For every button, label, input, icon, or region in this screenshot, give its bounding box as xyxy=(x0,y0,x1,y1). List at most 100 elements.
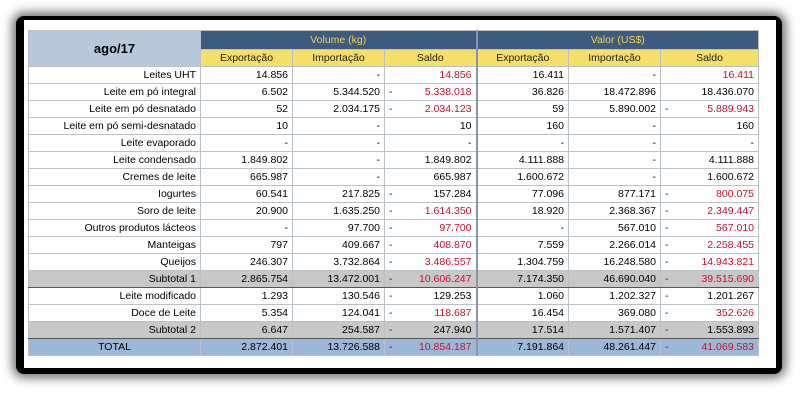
cell-value: 1.304.759 xyxy=(517,256,564,268)
cell-value: 18.920 xyxy=(531,205,564,217)
negative-sign: - xyxy=(665,273,669,285)
table-cell: 797 xyxy=(200,236,293,254)
cell-value: 5.890.002 xyxy=(609,103,656,115)
cell-value: 369.080 xyxy=(618,307,656,319)
cell-value: 2.368.367 xyxy=(609,205,656,217)
table-row: Leite modificado 1.293 130.546-129.253 1.06… xyxy=(28,287,760,305)
cell-value: 5.354 xyxy=(261,307,288,319)
row-label: Outros produtos lácteos xyxy=(28,219,201,237)
column-header: Saldo xyxy=(659,49,760,67)
cell-value: 18.472.896 xyxy=(603,86,656,98)
cell-value: - xyxy=(560,137,565,149)
negative-sign: - xyxy=(389,239,393,251)
cell-value: 41.069.583 xyxy=(701,341,755,353)
table-cell: - 129.253 xyxy=(384,287,477,305)
table-row: Queijos 246.307 3.732.864-3.486.557 1.304.7… xyxy=(28,253,760,271)
negative-sign: - xyxy=(665,103,669,115)
cell-value: 1.202.327 xyxy=(609,290,656,302)
total-row: TOTAL 2.872.401 13.726.588-10.854.187 7.191… xyxy=(28,338,760,356)
table-cell: 6.502 xyxy=(200,83,293,101)
table-cell: 665.987 xyxy=(384,168,477,186)
cell-value: 97.700 xyxy=(347,222,380,234)
row-label: Subtotal 1 xyxy=(28,270,201,288)
cell-value: 567.010 xyxy=(716,222,755,234)
cell-value: 36.826 xyxy=(531,86,564,98)
cell-value: - xyxy=(652,154,657,166)
cell-value: 217.825 xyxy=(342,188,380,200)
cell-value: 1.060 xyxy=(537,290,564,302)
cell-value: 160 xyxy=(546,120,564,132)
negative-sign: - xyxy=(389,188,393,200)
cell-value: 1.635.250 xyxy=(333,205,380,217)
group-header-value: Valor (US$) xyxy=(475,30,760,50)
cell-value: - xyxy=(376,154,381,166)
table-cell: - 157.284 xyxy=(384,185,477,203)
table-body: Leites UHT 14.856-14.856 16.411-16.411 Leit… xyxy=(28,66,760,356)
row-label: Subtotal 2 xyxy=(28,321,201,339)
row-label: Doce de Leite xyxy=(28,304,201,322)
cell-value: 10.854.187 xyxy=(418,341,472,353)
cell-value: 16.248.580 xyxy=(603,256,656,268)
table-row: Leite em pó semi-desnatado 10 - 10 160 - 160 xyxy=(28,117,760,135)
negative-sign: - xyxy=(665,256,669,268)
table-cell: 877.171 xyxy=(568,185,661,203)
table-cell: - 3.486.557 xyxy=(384,253,477,271)
row-label: Queijos xyxy=(28,253,201,271)
table-cell: - 247.940 xyxy=(384,321,477,339)
table-row: Soro de leite 20.900 1.635.250-1.614.350 18… xyxy=(28,202,760,220)
table-cell: 2.266.014 xyxy=(568,236,661,254)
table-cell: - xyxy=(568,151,661,169)
row-label: Iogurtes xyxy=(28,185,201,203)
table-cell: - 5.338.018 xyxy=(384,83,477,101)
table-row: Leite condensado 1.849.802 - 1.849.802 4.111… xyxy=(28,151,760,169)
table-cell: 18.472.896 xyxy=(568,83,661,101)
table-cell: 665.987 xyxy=(200,168,293,186)
cell-value: 7.191.864 xyxy=(517,341,564,353)
cell-value: 5.338.018 xyxy=(424,86,472,98)
cell-value: 97.700 xyxy=(439,222,472,234)
table-cell: - xyxy=(475,219,569,237)
cell-value: 16.454 xyxy=(531,307,564,319)
table-cell: 1.571.407 xyxy=(568,321,661,339)
cell-value: 6.647 xyxy=(261,324,288,336)
table-cell: - 567.010 xyxy=(659,219,760,237)
cell-value: 800.075 xyxy=(716,188,755,200)
table-row: Leite em pó desnatado 52 2.034.175-2.034.1… xyxy=(28,100,760,118)
table-cell: - 2.349.447 xyxy=(659,202,760,220)
negative-sign: - xyxy=(389,205,393,217)
table-cell: - xyxy=(292,168,385,186)
table-cell: 48.261.447 xyxy=(568,338,661,356)
table-cell: 16.454 xyxy=(475,304,569,322)
negative-sign: - xyxy=(665,324,669,336)
table-row: Doce de Leite 5.354 124.041-118.687 16.454 3… xyxy=(28,304,760,322)
cell-value: 20.900 xyxy=(255,205,288,217)
table-cell: 2.034.175 xyxy=(292,100,385,118)
cell-value: - xyxy=(652,171,657,183)
negative-sign: - xyxy=(665,188,669,200)
cell-value: - xyxy=(376,137,381,149)
table-cell: 160 xyxy=(475,117,569,135)
cell-value: 59 xyxy=(552,103,564,115)
table-cell: 1.600.672 xyxy=(659,168,760,186)
cell-value: 160 xyxy=(736,120,755,132)
cell-value: - xyxy=(652,137,657,149)
cell-value: 16.411 xyxy=(532,69,564,81)
table-cell: - 352.626 xyxy=(659,304,760,322)
table-cell: 60.541 xyxy=(200,185,293,203)
table-cell: 1.202.327 xyxy=(568,287,661,305)
cell-value: 665.987 xyxy=(433,171,472,183)
table-cell: 97.700 xyxy=(292,219,385,237)
row-label: Manteigas xyxy=(28,236,201,254)
table-cell: - 2.034.123 xyxy=(384,100,477,118)
table-cell: 7.174.350 xyxy=(475,270,569,288)
cell-value: 1.600.672 xyxy=(707,171,755,183)
cell-value: 5.889.943 xyxy=(707,103,755,115)
cell-value: 16.411 xyxy=(722,69,755,81)
negative-sign: - xyxy=(665,205,669,217)
negative-sign: - xyxy=(665,341,669,353)
cell-value: 39.515.690 xyxy=(701,273,755,285)
table-cell: - xyxy=(292,117,385,135)
cell-value: 129.253 xyxy=(433,290,472,302)
table-cell: 59 xyxy=(475,100,569,118)
table-cell: - 10.606.247 xyxy=(384,270,477,288)
